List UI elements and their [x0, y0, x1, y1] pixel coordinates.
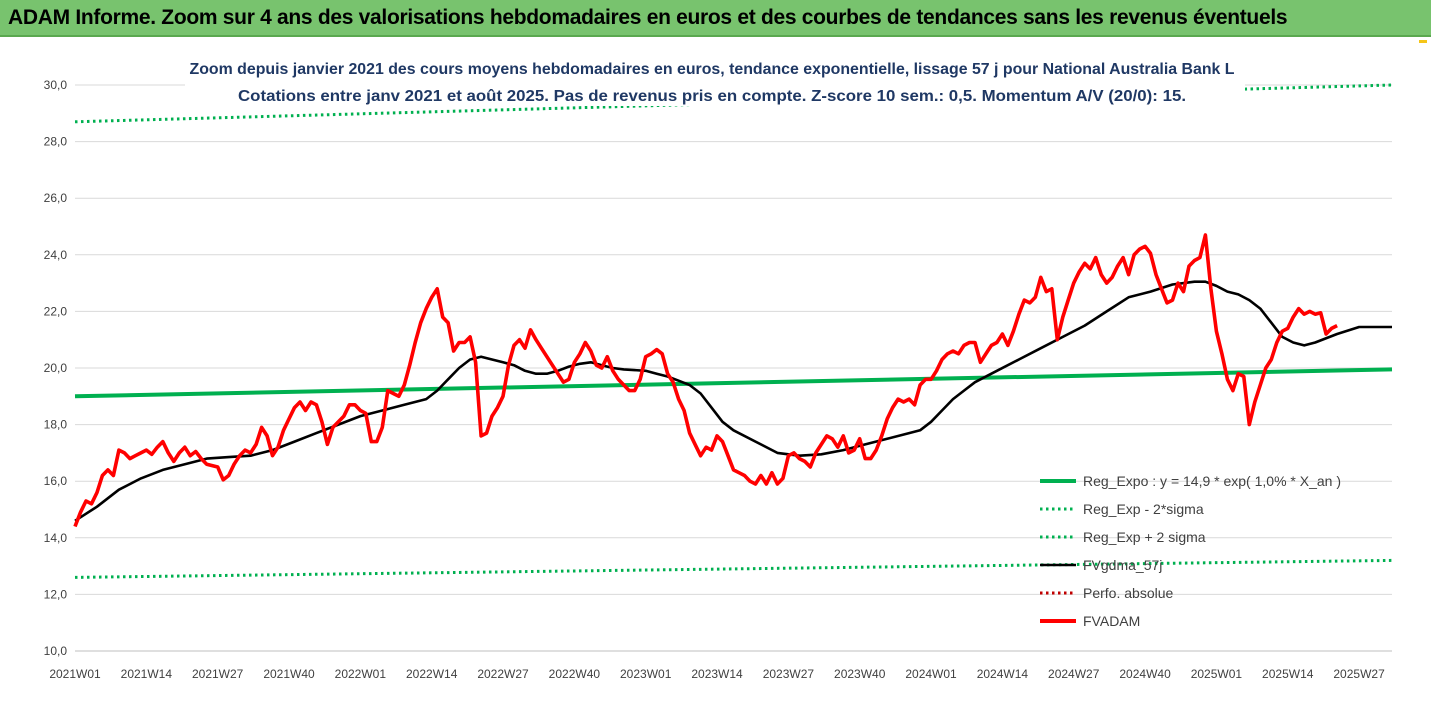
- x-tick-label: 2024W01: [905, 667, 957, 681]
- x-tick-label: 2021W27: [192, 667, 244, 681]
- y-tick-label: 22,0: [44, 304, 68, 318]
- y-axis-ticks: 10,0 12,0 14,0 16,0 18,0 20,0 22,0 24,0 26,0 28,0…: [44, 78, 68, 658]
- y-tick-label: 18,0: [44, 418, 68, 432]
- x-tick-label: 2025W27: [1333, 667, 1385, 681]
- title-backdrop: [185, 54, 1245, 106]
- legend: Reg_Expo : y = 14,9 * exp( 1,0% * X_an )…: [1040, 473, 1341, 629]
- x-tick-label: 2021W40: [263, 667, 315, 681]
- report-title: ADAM Informe. Zoom sur 4 ans des valoris…: [8, 6, 1288, 29]
- x-tick-label: 2024W40: [1119, 667, 1171, 681]
- y-tick-label: 20,0: [44, 361, 68, 375]
- corner-mark: [1419, 40, 1427, 43]
- x-tick-label: 2022W40: [549, 667, 601, 681]
- legend-label: FVADAM: [1083, 613, 1140, 629]
- x-axis-ticks: 2021W01 2021W14 2021W27 2021W40 2022W01 2022W…: [49, 667, 1385, 681]
- series-line: [74, 558, 1393, 579]
- x-tick-label: 2023W40: [834, 667, 886, 681]
- y-tick-label: 14,0: [44, 531, 68, 545]
- legend-label: FVgdma_57j: [1083, 557, 1162, 573]
- series-line: [73, 233, 1338, 528]
- plot-series: [73, 83, 1393, 579]
- y-tick-label: 24,0: [44, 248, 68, 262]
- x-tick-label: 2023W14: [691, 667, 743, 681]
- x-tick-label: 2025W14: [1262, 667, 1314, 681]
- y-tick-label: 30,0: [44, 78, 68, 92]
- legend-label: Reg_Exp + 2 sigma: [1083, 529, 1206, 545]
- chart-title: Zoom depuis janvier 2021 des cours moyen…: [190, 61, 1235, 78]
- gridlines: [75, 84, 1392, 652]
- y-tick-label: 12,0: [44, 587, 68, 601]
- x-tick-label: 2022W01: [335, 667, 387, 681]
- chart-titles: Zoom depuis janvier 2021 des cours moyen…: [185, 54, 1245, 106]
- y-tick-label: 10,0: [44, 644, 68, 658]
- x-tick-label: 2024W27: [1048, 667, 1100, 681]
- x-tick-label: 2023W27: [763, 667, 815, 681]
- x-tick-label: 2025W01: [1191, 667, 1243, 681]
- legend-label: Reg_Exp - 2*sigma: [1083, 501, 1204, 517]
- legend-label: Reg_Expo : y = 14,9 * exp( 1,0% * X_an ): [1083, 473, 1341, 489]
- y-tick-label: 28,0: [44, 135, 68, 149]
- x-tick-label: 2024W14: [977, 667, 1029, 681]
- x-tick-label: 2022W14: [406, 667, 458, 681]
- x-tick-label: 2021W01: [49, 667, 101, 681]
- chart-subtitle: Cotations entre janv 2021 et août 2025. …: [238, 88, 1186, 105]
- x-tick-label: 2023W01: [620, 667, 672, 681]
- y-tick-label: 26,0: [44, 191, 68, 205]
- report-banner: ADAM Informe. Zoom sur 4 ans des valoris…: [0, 0, 1431, 37]
- x-tick-label: 2021W14: [121, 667, 173, 681]
- x-tick-label: 2022W27: [477, 667, 529, 681]
- chart-area: 10,0 12,0 14,0 16,0 18,0 20,0 22,0 24,0 26,0 28,0…: [44, 54, 1393, 681]
- legend-label: Perfo. absolue: [1083, 585, 1173, 601]
- y-tick-label: 16,0: [44, 474, 68, 488]
- series-line: [74, 367, 1393, 399]
